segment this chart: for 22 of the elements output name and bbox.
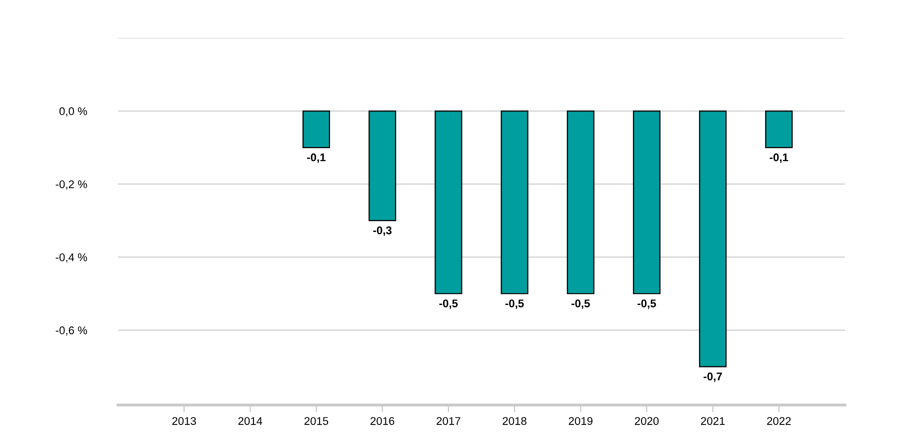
x-tick-label: 2017 [436,417,460,425]
y-tick-label: -0,4 % [56,253,88,263]
data-label: -0,3 [373,226,392,236]
y-tick-label: -0,2 % [56,180,88,190]
x-tick-label: 2015 [304,417,328,425]
x-tick-label: 2021 [701,417,725,425]
data-label: -0,5 [572,299,590,309]
data-label: -0,1 [770,153,788,163]
x-tick-label: 2020 [634,417,659,425]
data-label: -0,1 [307,153,326,163]
y-tick-label: 0,0 % [59,107,88,116]
y-tick-label: -0,6 % [56,326,88,336]
data-label: -0,5 [505,299,524,309]
x-tick-label: 2013 [172,417,196,425]
data-label: -0,5 [439,299,458,309]
data-label: -0,5 [638,299,656,309]
x-tick-label: 2019 [568,417,592,425]
x-tick-label: 2022 [767,417,791,425]
x-tick-label: 2014 [238,417,262,425]
x-tick-label: 2018 [502,417,526,425]
x-tick-label: 2016 [370,417,394,425]
data-label: -0,7 [704,372,722,382]
